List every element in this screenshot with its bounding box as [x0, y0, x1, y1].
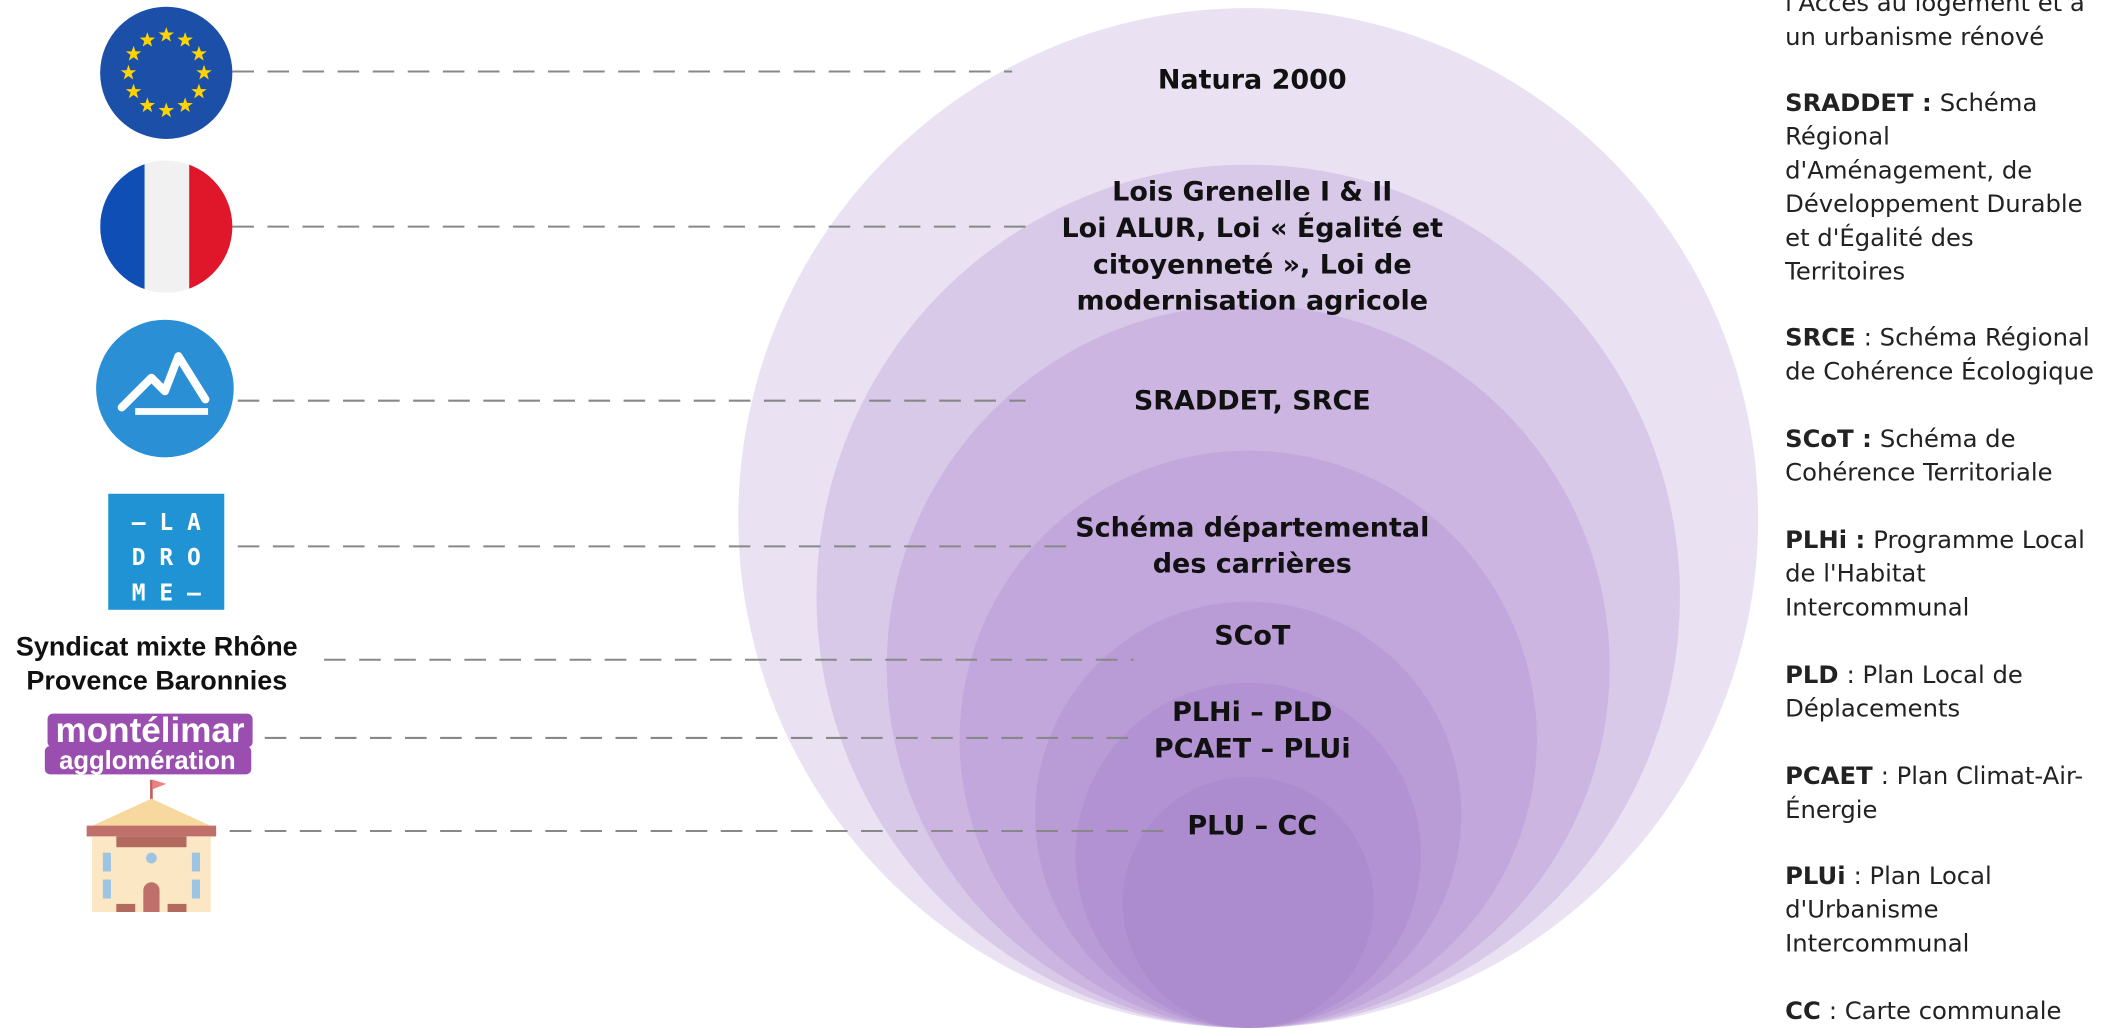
legend-definition: Régional: [1785, 122, 1890, 151]
logo-text: – L A: [132, 510, 201, 536]
level-label: SRADDET, SRCE: [1134, 386, 1371, 417]
legend-term: PLUi: [1785, 861, 1845, 890]
legend-definition: Intercommunal: [1785, 592, 1969, 621]
legend-definition: Territoires: [1784, 257, 1905, 286]
legend-definition: d'Urbanisme: [1785, 895, 1938, 924]
level-label: PCAET – PLUi: [1154, 734, 1351, 765]
legend-text: PLD : Plan Local de: [1785, 660, 2023, 689]
legend-definition: de l'Habitat: [1785, 559, 1926, 588]
legend-definition: : Carte communale: [1829, 996, 2062, 1025]
legend-text: de Cohérence Écologique: [1785, 356, 2094, 385]
legend-text: Régional: [1785, 122, 1890, 151]
diagram: – L A D R O M E – Syndicat mixte RhôneProv…: [0, 0, 2116, 1028]
legend-text: Déplacements: [1785, 694, 1960, 723]
legend-definition: Cohérence Territoriale: [1785, 458, 2052, 487]
legend-text: de l'Habitat: [1785, 559, 1926, 588]
legend-term: SRADDET :: [1785, 88, 1932, 117]
legend-text: Intercommunal: [1785, 592, 1969, 621]
logo-text: M E –: [132, 580, 201, 606]
legend-text: Énergie: [1785, 795, 1877, 824]
legend-text: un urbanisme rénové: [1785, 22, 2044, 51]
level-label: des carrières: [1153, 549, 1352, 580]
legend-text: l'Accès au logement et à: [1785, 0, 2085, 17]
legend-text: CC : Carte communale: [1785, 996, 2061, 1025]
logo-text: D R O: [132, 545, 201, 571]
legend-term: PLHi :: [1785, 525, 1865, 554]
level-label: Lois Grenelle I & II: [1112, 176, 1392, 207]
legend-text: Territoires: [1784, 257, 1905, 286]
legend-text: Cohérence Territoriale: [1785, 458, 2052, 487]
legend-text: Développement Durable: [1785, 189, 2082, 218]
level-label: PLHi – PLD: [1172, 697, 1332, 728]
legend-definition: d'Aménagement, de: [1785, 155, 2032, 184]
legend-term: SRCE: [1785, 323, 1856, 352]
level-label: SCoT: [1214, 620, 1291, 651]
level-label: Loi ALUR, Loi « Égalité et: [1061, 212, 1443, 244]
france-flag: [100, 161, 234, 293]
logo-text: agglomération: [59, 747, 236, 775]
legend-term: PLD: [1785, 660, 1838, 689]
legend-definition: : Schéma Régional: [1864, 323, 2090, 352]
legend-definition: Développement Durable: [1785, 189, 2082, 218]
legend-term: CC: [1785, 996, 1821, 1025]
legend-text: Intercommunal: [1785, 928, 1969, 957]
eu-flag: [100, 7, 232, 139]
legend-text: SRADDET : Schéma: [1785, 88, 2037, 117]
legend-definition: Intercommunal: [1785, 928, 1969, 957]
town-hall-icon: [87, 780, 217, 912]
legend-text: PCAET : Plan Climat-Air-: [1785, 761, 2083, 790]
legend-definition: : Plan Climat-Air-: [1881, 761, 2083, 790]
legend-definition: Programme Local: [1873, 525, 2085, 554]
legend-text: PLUi : Plan Local: [1785, 861, 1992, 890]
actor-label: Provence Baronnies: [26, 665, 287, 695]
legend-definition: Schéma de: [1880, 424, 2016, 453]
actor-label: Syndicat mixte Rhône: [16, 632, 298, 662]
legend-text: SCoT : Schéma de: [1785, 424, 2015, 453]
legend-text: et d'Égalité des: [1785, 223, 1973, 252]
legend-definition: : Plan Local de: [1847, 660, 2023, 689]
legend-term: SCoT :: [1785, 424, 1872, 453]
drome-logo: – L A D R O M E –: [108, 494, 224, 610]
level-label: Natura 2000: [1158, 64, 1347, 95]
legend-definition: et d'Égalité des: [1785, 223, 1973, 252]
level-label: PLU – CC: [1187, 810, 1317, 841]
legend-text: PLHi : Programme Local: [1785, 525, 2085, 554]
legend-text: d'Urbanisme: [1785, 895, 1938, 924]
region-logo: [96, 320, 234, 458]
logo-text: montélimar: [56, 711, 245, 750]
legend-definition: Déplacements: [1785, 694, 1960, 723]
legend-definition: de Cohérence Écologique: [1785, 356, 2094, 385]
legend-term: PCAET: [1785, 761, 1873, 790]
legend-definition: : Plan Local: [1854, 861, 1992, 890]
legend-definition: Schéma: [1940, 88, 2038, 117]
legend-text: d'Aménagement, de: [1785, 155, 2032, 184]
level-label: modernisation agricole: [1076, 286, 1428, 317]
legend-text: SRCE : Schéma Régional: [1785, 323, 2089, 352]
level-label: citoyenneté », Loi de: [1093, 249, 1412, 280]
level-label: Schéma départemental: [1075, 512, 1429, 543]
legend-definition: Énergie: [1785, 795, 1877, 824]
